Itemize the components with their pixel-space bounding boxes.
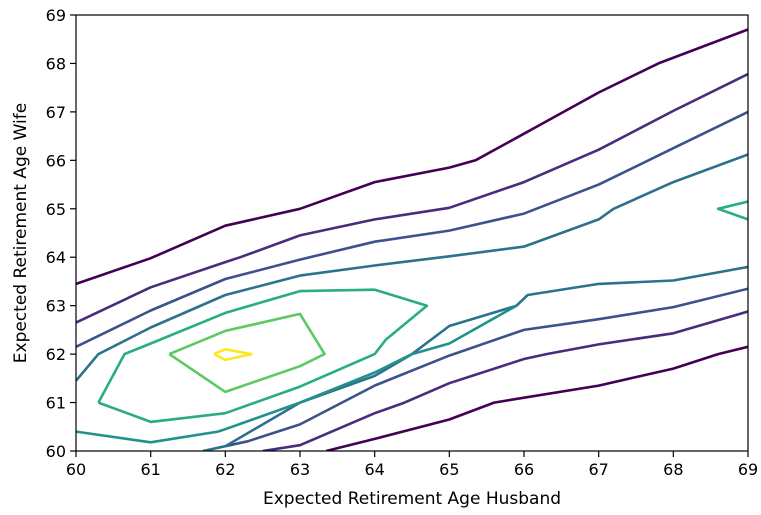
contour-level-2-line-2	[262, 310, 748, 451]
contour-level-8-line-1	[213, 347, 253, 362]
x-tick-label: 63	[290, 460, 310, 479]
x-tick-label: 62	[215, 460, 235, 479]
y-tick-label: 69	[46, 6, 66, 25]
contour-level-1-line-1	[76, 28, 748, 286]
contour-level-4-line-1	[76, 153, 748, 382]
y-tick-label: 65	[46, 200, 66, 219]
contour-level-7-line-1	[168, 312, 326, 394]
y-tick-label: 60	[46, 442, 66, 461]
y-tick-label: 66	[46, 151, 66, 170]
x-axis-label: Expected Retirement Age Husband	[263, 489, 561, 509]
y-tick-label: 67	[46, 103, 66, 122]
plot-frame	[75, 14, 749, 452]
y-tick-label: 61	[46, 394, 66, 413]
y-tick-label: 64	[46, 248, 66, 267]
plot-background	[76, 15, 748, 451]
x-tick-label: 69	[738, 460, 758, 479]
x-tick-label: 60	[66, 460, 86, 479]
contour-level-6-line-1	[97, 288, 429, 424]
x-tick-label: 64	[364, 460, 384, 479]
contour-level-3-line-2	[225, 287, 748, 448]
y-tick-label: 62	[46, 345, 66, 364]
x-axis-ticks: 60 61 62 63 64 65 66 67 68 69	[66, 451, 758, 479]
contour-level-6-line-2	[716, 200, 748, 221]
y-tick-label: 63	[46, 297, 66, 316]
contour-level-1-line-2	[325, 345, 748, 451]
x-tick-label: 67	[588, 460, 608, 479]
x-tick-label: 61	[140, 460, 160, 479]
contour-level-4-line-2	[202, 265, 748, 451]
contour-level-2-line-1	[76, 72, 748, 324]
x-tick-label: 66	[514, 460, 534, 479]
contour-level-5-line-1	[76, 304, 518, 444]
x-tick-label: 68	[663, 460, 683, 479]
y-axis-ticks: 60 61 62 63 64 65 66 67 68 69	[46, 6, 76, 461]
y-axis-label: Expected Retirement Age Wife	[11, 103, 31, 363]
x-tick-label: 65	[439, 460, 459, 479]
y-tick-label: 68	[46, 54, 66, 73]
contour-level-3-line-1	[76, 110, 748, 348]
contour-lines	[76, 28, 748, 451]
